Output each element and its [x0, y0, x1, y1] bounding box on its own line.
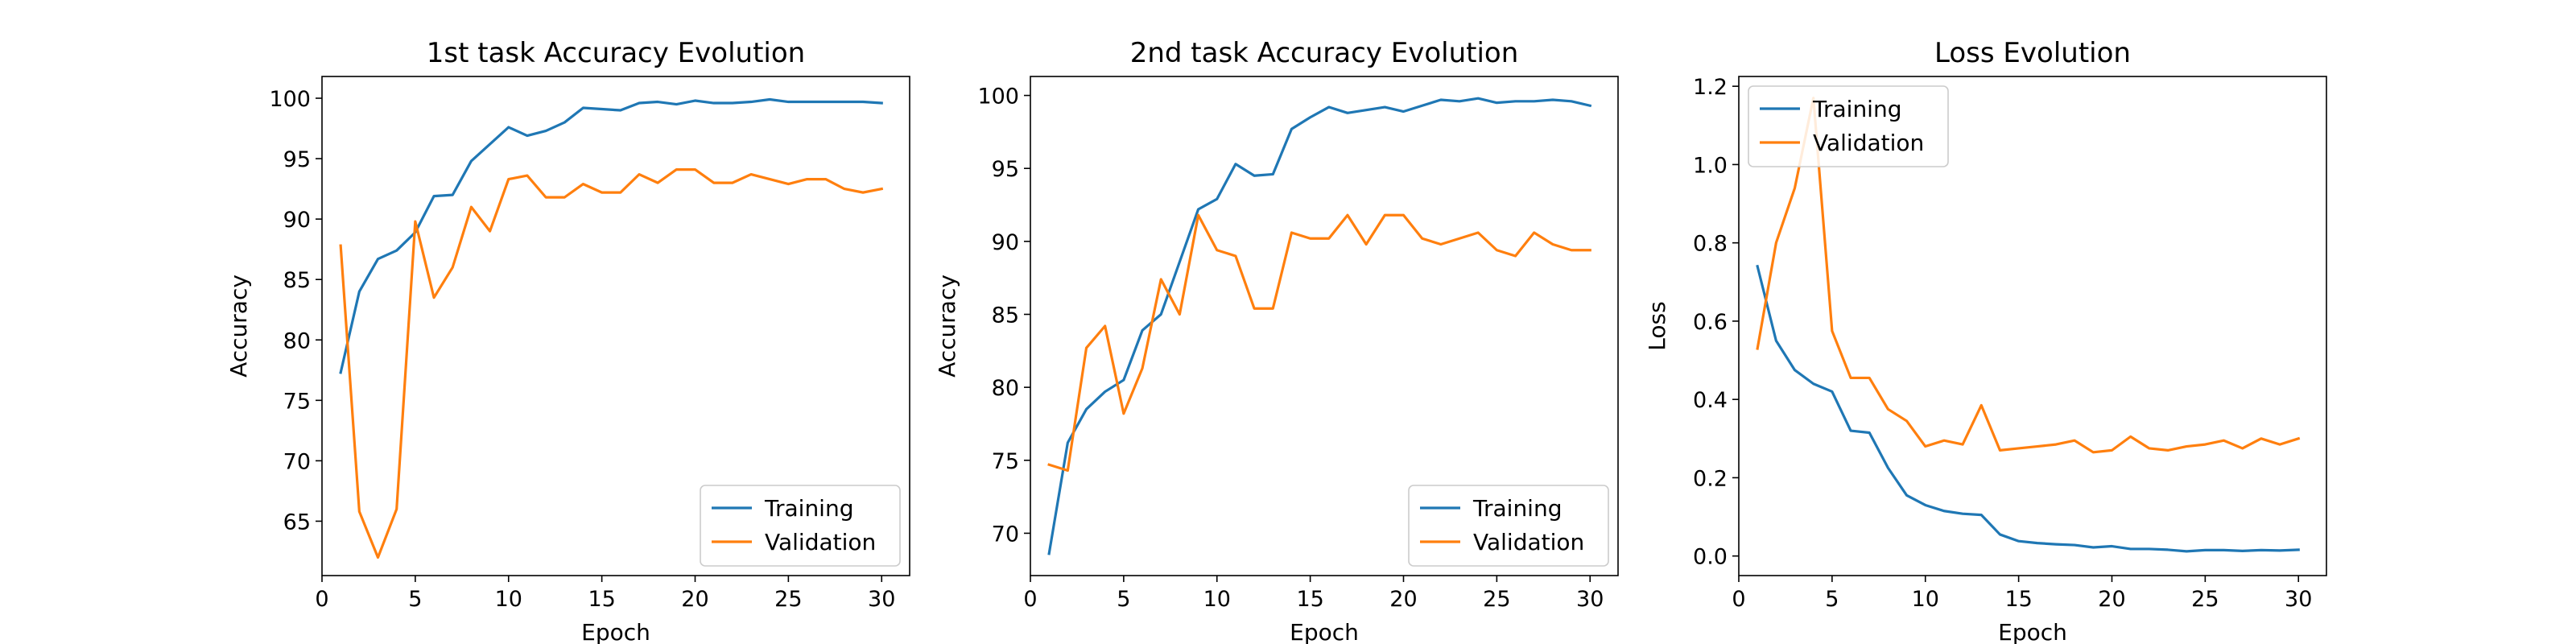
x-tick-label: 0 — [1023, 587, 1037, 612]
y-tick-label: 85 — [283, 268, 311, 293]
legend: Training Validation — [1748, 85, 1949, 167]
x-axis-label: Epoch — [1998, 619, 2067, 644]
y-tick-label: 65 — [283, 510, 311, 535]
chart-title: 1st task Accuracy Evolution — [427, 37, 805, 69]
x-tick-label: 25 — [774, 587, 802, 612]
x-axis-label: Epoch — [581, 619, 650, 644]
y-tick-label: 0.4 — [1693, 388, 1728, 413]
series-line-validation — [1756, 97, 2301, 454]
y-axis-label: Accuracy — [225, 275, 252, 378]
x-tick-label: 10 — [1912, 587, 1939, 612]
legend-box — [1748, 85, 1949, 167]
x-tick-label: 30 — [1576, 587, 1604, 612]
x-axis-label: Epoch — [1290, 619, 1359, 644]
x-tick-label: 15 — [2004, 587, 2032, 612]
legend-label-training: Training — [764, 495, 853, 522]
series-line-validation — [1047, 213, 1591, 473]
x-tick-label: 5 — [1117, 587, 1130, 612]
y-tick-label: 0.0 — [1693, 545, 1728, 570]
y-tick-label: 80 — [283, 328, 311, 353]
x-tick-label: 25 — [1483, 587, 1510, 612]
chart-1: 1st task Accuracy Evolution 0 5 10 15 20 25 30 6… — [225, 37, 910, 644]
y-tick-label: 90 — [992, 230, 1019, 255]
y-tick-label: 80 — [992, 376, 1019, 401]
y-axis-label: Accuracy — [934, 275, 960, 378]
y-tick-label: 0.8 — [1693, 232, 1728, 257]
chart-3: Loss Evolution 0 5 10 15 20 25 30 0.0 0.2 0.4 0.6 0.… — [1644, 37, 2327, 644]
y-tick-label: 70 — [283, 449, 311, 474]
chart-title: 2nd task Accuracy Evolution — [1130, 37, 1519, 69]
legend: Training Validation — [1408, 485, 1609, 567]
y-tick-label: 95 — [992, 157, 1019, 182]
y-tick-label: 75 — [283, 389, 311, 414]
y-tick-label: 85 — [992, 303, 1019, 328]
x-tick-label: 10 — [495, 587, 522, 612]
legend-box — [1408, 485, 1609, 567]
y-tick-label: 1.0 — [1693, 153, 1728, 178]
x-tick-label: 0 — [1732, 587, 1745, 612]
legend-label-validation: Validation — [765, 529, 876, 555]
y-tick-label: 75 — [992, 449, 1019, 474]
plot-frame — [321, 76, 910, 576]
legend-label-validation: Validation — [1473, 529, 1584, 555]
x-tick-label: 5 — [1825, 587, 1839, 612]
x-tick-label: 20 — [2098, 587, 2125, 612]
y-tick-label: 100 — [977, 85, 1019, 109]
y-tick-label: 70 — [992, 522, 1019, 547]
legend-label-training: Training — [1812, 96, 1901, 122]
series-line-training — [339, 97, 883, 374]
plot-frame — [1738, 76, 2327, 576]
y-tick-label: 90 — [283, 208, 311, 233]
y-tick-label: 0.6 — [1693, 310, 1728, 335]
x-tick-label: 30 — [2285, 587, 2312, 612]
x-tick-label: 20 — [681, 587, 708, 612]
chart-2: 2nd task Accuracy Evolution 0 5 10 15 20 25 30 7… — [934, 37, 1619, 644]
series-line-training — [1047, 97, 1592, 555]
series-line-validation — [339, 167, 884, 559]
y-tick-label: 95 — [283, 147, 311, 172]
y-tick-label: 0.2 — [1693, 466, 1728, 491]
legend-box — [700, 485, 901, 567]
x-tick-label: 5 — [408, 587, 422, 612]
x-tick-label: 10 — [1203, 587, 1231, 612]
legend: Training Validation — [700, 485, 901, 567]
legend-label-validation: Validation — [1813, 130, 1924, 156]
x-tick-label: 0 — [315, 587, 328, 612]
x-tick-label: 25 — [2191, 587, 2219, 612]
x-tick-label: 20 — [1389, 587, 1417, 612]
x-tick-label: 15 — [588, 587, 615, 612]
x-tick-label: 30 — [868, 587, 895, 612]
chart-title: Loss Evolution — [1934, 37, 2131, 69]
series-line-training — [1756, 264, 2300, 553]
x-tick-label: 15 — [1296, 587, 1323, 612]
legend-label-training: Training — [1472, 495, 1562, 522]
y-axis-label: Loss — [1644, 301, 1670, 350]
plot-frame — [1030, 76, 1619, 576]
y-tick-label: 1.2 — [1693, 75, 1728, 100]
y-tick-label: 100 — [269, 87, 311, 112]
